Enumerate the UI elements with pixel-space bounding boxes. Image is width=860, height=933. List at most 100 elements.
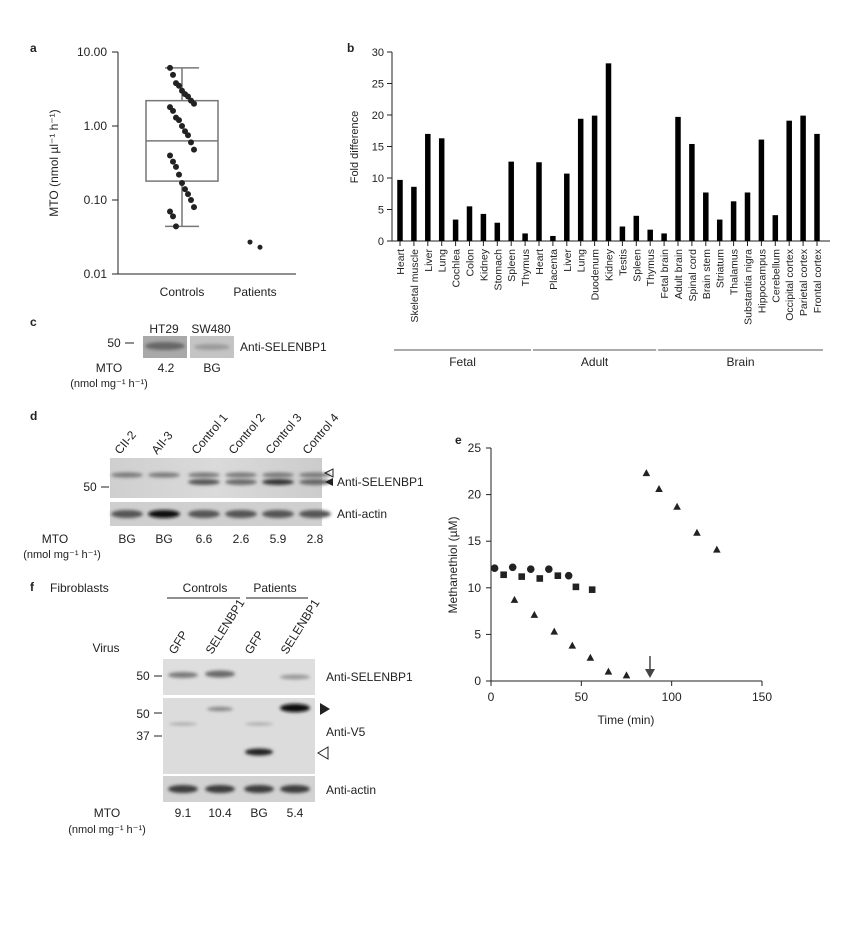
cells-label: Fibroblasts	[50, 581, 109, 595]
y-tick-label: 25	[372, 79, 384, 91]
bar	[758, 139, 765, 241]
blot-band	[148, 472, 180, 478]
x-tick-label: Substantia nigra	[743, 249, 755, 325]
x-tick-label: Kidney	[478, 248, 490, 281]
blot-membrane	[110, 458, 322, 498]
data-point-triangle	[693, 528, 701, 536]
data-point	[176, 82, 182, 89]
antibody-label: Anti-SELENBP1	[326, 670, 413, 684]
bar	[633, 215, 640, 241]
mto-value: 5.4	[287, 806, 304, 820]
bar	[480, 213, 487, 241]
x-tick-label: Occipital cortex	[784, 248, 796, 321]
data-point	[179, 179, 185, 186]
y-tick-label: 0.10	[84, 193, 108, 207]
data-point	[167, 208, 173, 215]
bar	[744, 192, 751, 241]
open-arrowhead-icon	[317, 746, 329, 760]
mto-value: BG	[250, 806, 267, 820]
y-tick-label: 25	[468, 441, 482, 455]
bar	[619, 226, 626, 241]
blot-band	[111, 510, 143, 518]
blot-band	[194, 344, 230, 350]
bar	[800, 115, 806, 241]
data-point	[182, 186, 188, 193]
antibody-label: Anti-actin	[337, 507, 387, 521]
data-point	[173, 163, 179, 170]
y-tick-label: 20	[372, 110, 384, 122]
x-tick-label: Cochlea	[451, 249, 463, 288]
mto-value: 2.8	[307, 532, 324, 546]
bar	[564, 173, 570, 241]
panel-f: f Fibroblasts Controls Patients Virus GF…	[30, 580, 413, 836]
filled-arrowhead-icon	[320, 703, 330, 715]
bar	[661, 233, 667, 241]
bar	[397, 179, 403, 241]
blot-band	[205, 670, 235, 678]
data-point	[191, 204, 197, 211]
blot-band	[145, 342, 185, 350]
blot-band	[245, 722, 273, 726]
data-point-square	[500, 571, 507, 579]
panel-e: e 0 5 10 15 20 25 0 50 100 150 Methanethiol (µM)…	[446, 433, 772, 727]
y-axis-label: Fold difference	[349, 111, 361, 184]
antibody-label: Anti-actin	[326, 783, 376, 797]
data-point-triangle	[604, 667, 613, 675]
data-point	[191, 146, 197, 153]
mto-label: MTO	[96, 361, 122, 375]
blot-band	[188, 472, 220, 478]
data-point	[257, 244, 263, 250]
data-point	[170, 71, 176, 78]
x-tick-label: Placenta	[548, 249, 560, 290]
data-point-circle	[564, 571, 573, 580]
y-tick-label: 20	[468, 488, 482, 502]
panel-letter-d: d	[30, 409, 37, 423]
filled-arrowhead-icon	[325, 478, 333, 486]
data-point	[185, 191, 191, 198]
blot-band	[205, 785, 235, 793]
data-point-triangle	[550, 627, 559, 635]
data-point-triangle	[622, 671, 631, 679]
y-tick-label: 5	[378, 205, 384, 217]
x-tick-label: Duodenum	[590, 249, 602, 301]
bar	[716, 219, 723, 241]
x-tick-label: Hippocampus	[756, 249, 768, 313]
lane-label: GFP	[166, 628, 191, 656]
blot-band	[225, 479, 257, 485]
blot-band	[111, 472, 143, 478]
y-tick-label: 10	[468, 581, 482, 595]
down-arrow-icon	[644, 656, 655, 678]
blot-band	[148, 510, 180, 518]
y-axis-label: Methanethiol (µM)	[446, 517, 460, 614]
x-tick-label: Patients	[233, 285, 276, 299]
mto-unit: (nmol mg⁻¹ h⁻¹)	[70, 378, 148, 390]
data-point	[176, 117, 182, 124]
lane-label: SELENBP1	[278, 596, 323, 656]
antibody-label: Anti-SELENBP1	[240, 340, 327, 354]
y-tick-label: 0.01	[84, 267, 108, 281]
bar	[550, 235, 556, 241]
panel-letter-e: e	[455, 433, 462, 447]
x-tick-label: Testis	[617, 249, 629, 276]
x-tick-label: Stomach	[492, 249, 504, 291]
mto-value: BG	[203, 361, 220, 375]
bar	[772, 215, 779, 241]
bar	[703, 192, 709, 241]
data-point-square	[518, 573, 526, 580]
mto-value: 2.6	[233, 532, 250, 546]
lane-label: AII-3	[149, 428, 176, 457]
lane-label: GFP	[242, 628, 267, 656]
data-point-square	[588, 586, 596, 593]
lane-label: Control 1	[189, 410, 231, 457]
data-point	[185, 93, 191, 100]
data-point-circle	[508, 563, 517, 572]
bar	[577, 118, 584, 241]
lane-label: Control 4	[300, 410, 342, 457]
group-label: Patients	[253, 581, 296, 595]
panel-letter-b: b	[347, 41, 354, 55]
x-tick-label: Thymus	[645, 249, 657, 286]
data-point	[170, 213, 176, 220]
virus-label: Virus	[92, 641, 119, 655]
